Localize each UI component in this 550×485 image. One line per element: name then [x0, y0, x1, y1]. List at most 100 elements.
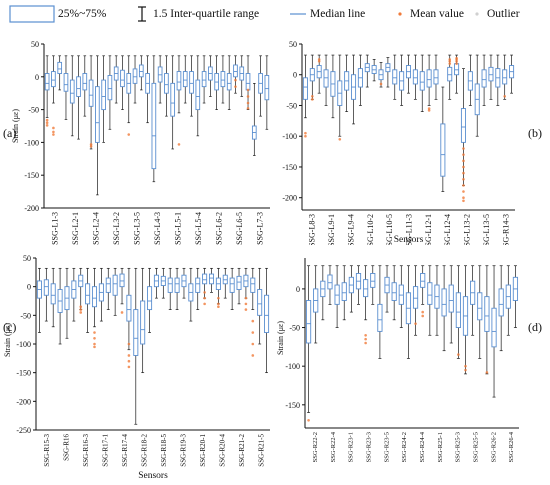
outlier-point — [462, 147, 465, 150]
box-24 — [189, 55, 194, 117]
iqr-box — [477, 292, 483, 321]
box-18 — [427, 265, 433, 336]
box-8 — [355, 265, 362, 305]
iqr-box — [107, 75, 113, 101]
box-plot-d: 0 -50 -100 -150 Strain (με) SSG-R22-2 SSG-R22-… — [276, 258, 519, 462]
x-tick-label: SSG-L4-3 — [153, 212, 162, 245]
iqr-box — [460, 108, 466, 143]
box-29 — [220, 55, 226, 104]
iqr-box — [433, 69, 439, 85]
iqr-box — [229, 277, 235, 293]
iqr-box — [391, 282, 397, 301]
iqr-box — [454, 63, 460, 76]
box-34 — [251, 83, 257, 156]
iqr-box — [419, 71, 425, 91]
iqr-box — [95, 86, 100, 143]
x-tick-label: SSG-L13-2 — [463, 214, 472, 245]
outlier-point — [414, 322, 417, 325]
outlier-point — [462, 171, 465, 175]
y-tick-label: -150 — [282, 163, 297, 172]
iqr-box — [488, 66, 494, 82]
iqr-box — [302, 77, 308, 100]
box-17 — [412, 54, 418, 100]
box-17 — [147, 267, 153, 333]
box-5 — [334, 265, 340, 328]
panel-label-d: (d) — [528, 320, 542, 334]
outlier-point — [217, 302, 220, 306]
iqr-box — [167, 277, 173, 293]
outlier-point — [120, 311, 124, 314]
iqr-box — [250, 277, 256, 293]
box-21 — [170, 55, 176, 150]
legend-range-label: 1.5 Inter-quartile range — [153, 8, 260, 20]
box-21 — [440, 86, 446, 192]
outlier-point — [93, 331, 96, 334]
box-7 — [78, 267, 84, 314]
outlier-point — [177, 143, 181, 146]
iqr-box — [440, 123, 446, 177]
box-2 — [51, 55, 56, 136]
x-tick-label: SSG-R26-4 — [508, 431, 515, 462]
x-tick-label: SSG-R15-3 — [43, 434, 51, 467]
box-27 — [481, 54, 487, 106]
box-36 — [264, 55, 270, 130]
iqr-box — [76, 76, 81, 97]
iqr-box — [323, 69, 329, 88]
outlier-point — [251, 331, 255, 334]
box-16 — [140, 267, 146, 374]
y-tick-label: -100 — [16, 340, 31, 349]
iqr-box — [426, 69, 432, 88]
y-axis-label: Strain (με) — [11, 109, 20, 143]
box-6 — [341, 265, 347, 321]
box-17 — [145, 55, 150, 124]
box-23 — [454, 54, 460, 94]
box-33 — [257, 267, 263, 345]
x-tick-label: SSG-R23-3 — [365, 432, 372, 462]
iqr-box — [257, 289, 263, 316]
iqr-box — [69, 79, 75, 104]
outlier-point — [89, 143, 93, 146]
x-tick-label: SSG-L5-4 — [194, 212, 203, 245]
box-30 — [226, 55, 232, 110]
outlier-point — [455, 56, 458, 60]
box-12 — [113, 55, 119, 104]
outlier-point — [364, 333, 367, 337]
panel-c: (c) 50 0 -50 -100 -150 -200 -250 Strain (με) Sen… — [0, 250, 275, 481]
iqr-box — [491, 307, 497, 348]
box-13 — [119, 267, 125, 314]
box-plot-b: 50 0 -50 -100 -150 -200 Sensors SSG-L8-3 SSG-L9-… — [282, 40, 515, 251]
iqr-box — [412, 286, 419, 309]
iqr-box — [341, 282, 347, 301]
legend-box-swatch — [9, 5, 55, 23]
iqr-box — [147, 286, 153, 311]
outlier-point — [364, 341, 367, 345]
iqr-box — [427, 282, 433, 305]
outlier-point — [427, 107, 431, 110]
x-tick-label: SSG-R20-4 — [218, 434, 226, 467]
iqr-box — [101, 79, 106, 111]
box-10 — [370, 265, 376, 305]
y-tick-label: -200 — [282, 194, 297, 203]
box-11 — [377, 265, 383, 359]
outlier-point — [421, 314, 424, 318]
outlier-point — [217, 305, 220, 309]
outlier-point — [203, 296, 206, 300]
iqr-box — [412, 69, 418, 85]
outlier-point — [317, 59, 321, 63]
x-axis-label: Sensors — [394, 235, 424, 245]
outlier-point — [203, 291, 206, 294]
box-19 — [160, 267, 166, 299]
outlier-point — [127, 342, 131, 346]
box-1 — [302, 54, 308, 138]
box-9 — [91, 267, 98, 349]
outlier-point — [45, 124, 49, 127]
box-8 — [351, 54, 357, 125]
box-34 — [264, 267, 270, 374]
outlier-point — [364, 337, 367, 341]
outlier-point — [448, 58, 452, 61]
outlier-point — [244, 296, 248, 300]
box-32 — [250, 267, 256, 357]
box-35 — [258, 55, 263, 117]
box-19 — [426, 54, 432, 112]
box-26 — [484, 265, 490, 375]
